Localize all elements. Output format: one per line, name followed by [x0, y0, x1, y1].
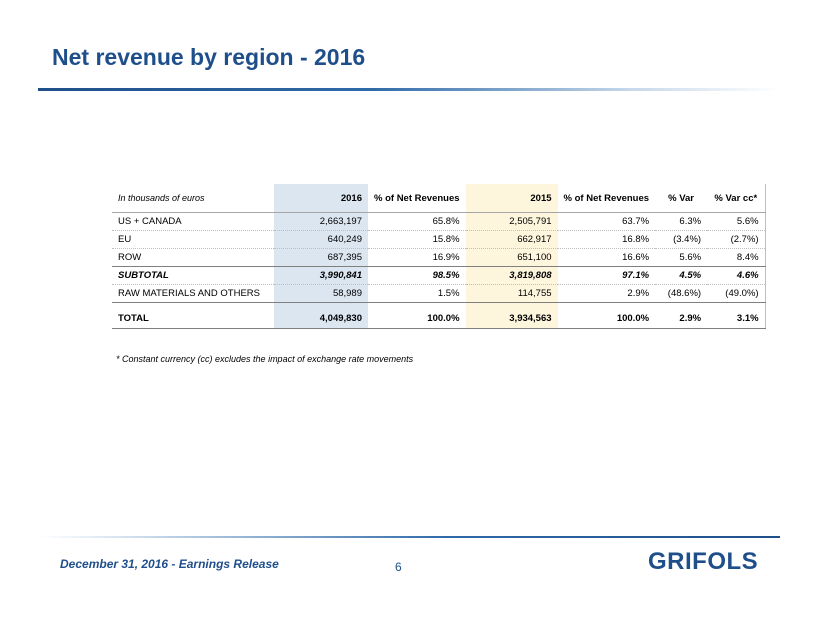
col-header-2015: 2015	[465, 184, 558, 213]
table-row: US + CANADA 2,663,197 65.8% 2,505,791 63…	[112, 212, 766, 231]
col-header-var-cc: % Var cc*	[707, 184, 766, 213]
cell-value: 3,934,563	[465, 308, 558, 329]
cell-value: 63.7%	[557, 212, 656, 231]
cell-value: 16.6%	[557, 248, 656, 267]
row-label: ROW	[112, 248, 274, 267]
cell-value: (48.6%)	[655, 284, 708, 303]
cell-value: 4.5%	[655, 266, 708, 285]
footer-release: December 31, 2016 - Earnings Release	[60, 557, 279, 571]
cell-value: 2.9%	[557, 284, 656, 303]
cell-value: 16.8%	[557, 230, 656, 249]
cell-value: 3,990,841	[274, 266, 368, 285]
cell-value: 98.5%	[368, 266, 466, 285]
page-title: Net revenue by region - 2016	[52, 44, 366, 70]
total-row: TOTAL 4,049,830 100.0% 3,934,563 100.0% …	[112, 308, 766, 329]
cell-value: 3,819,808	[465, 266, 558, 285]
spacer-row	[112, 302, 765, 308]
cell-value: 640,249	[274, 230, 368, 249]
row-label: TOTAL	[112, 308, 274, 329]
table-row: EU 640,249 15.8% 662,917 16.8% (3.4%) (2…	[112, 230, 766, 249]
cell-value: (3.4%)	[655, 230, 708, 249]
cell-value: 65.8%	[368, 212, 466, 231]
cell-value: 16.9%	[368, 248, 466, 267]
cell-value: 1.5%	[368, 284, 466, 303]
cell-value: 2,505,791	[465, 212, 558, 231]
cell-value: 100.0%	[557, 308, 656, 329]
grifols-logo: GRIFOLS	[648, 548, 759, 575]
cell-value: 3.1%	[707, 308, 766, 329]
cell-value: 114,755	[465, 284, 558, 303]
cell-value: 5.6%	[655, 248, 708, 267]
col-header-pct-2015: % of Net Revenues	[557, 184, 656, 213]
col-header-2016: 2016	[274, 184, 368, 213]
cell-value: 100.0%	[368, 308, 466, 329]
cell-value: 2.9%	[655, 308, 708, 329]
revenue-table: In thousands of euros 2016 % of Net Reve…	[112, 184, 766, 329]
cell-value: 662,917	[465, 230, 558, 249]
row-label: EU	[112, 230, 274, 249]
row-label: US + CANADA	[112, 212, 274, 231]
title-underline	[38, 88, 780, 91]
row-label: SUBTOTAL	[112, 266, 274, 285]
table-row: ROW 687,395 16.9% 651,100 16.6% 5.6% 8.4…	[112, 248, 766, 267]
table-header-row: In thousands of euros 2016 % of Net Reve…	[112, 184, 766, 213]
cell-value: (2.7%)	[707, 230, 766, 249]
page-number: 6	[395, 560, 402, 574]
cell-value: 15.8%	[368, 230, 466, 249]
cell-value: 58,989	[274, 284, 368, 303]
cell-value: 8.4%	[707, 248, 766, 267]
col-header-var: % Var	[655, 184, 708, 213]
cell-value: 2,663,197	[274, 212, 368, 231]
cell-value: (49.0%)	[707, 284, 766, 303]
cell-value: 4.6%	[707, 266, 766, 285]
cell-value: 4,049,830	[274, 308, 368, 329]
col-header-pct-2016: % of Net Revenues	[368, 184, 466, 213]
cell-value: 651,100	[465, 248, 558, 267]
subtotal-row: SUBTOTAL 3,990,841 98.5% 3,819,808 97.1%…	[112, 266, 766, 285]
cell-value: 6.3%	[655, 212, 708, 231]
cell-value: 687,395	[274, 248, 368, 267]
units-label: In thousands of euros	[112, 184, 274, 213]
footnote: * Constant currency (cc) excludes the im…	[116, 354, 414, 364]
cell-value: 5.6%	[707, 212, 766, 231]
row-label: RAW MATERIALS AND OTHERS	[112, 284, 274, 303]
footer-divider	[38, 536, 780, 538]
cell-value: 97.1%	[557, 266, 656, 285]
table-row: RAW MATERIALS AND OTHERS 58,989 1.5% 114…	[112, 284, 766, 303]
